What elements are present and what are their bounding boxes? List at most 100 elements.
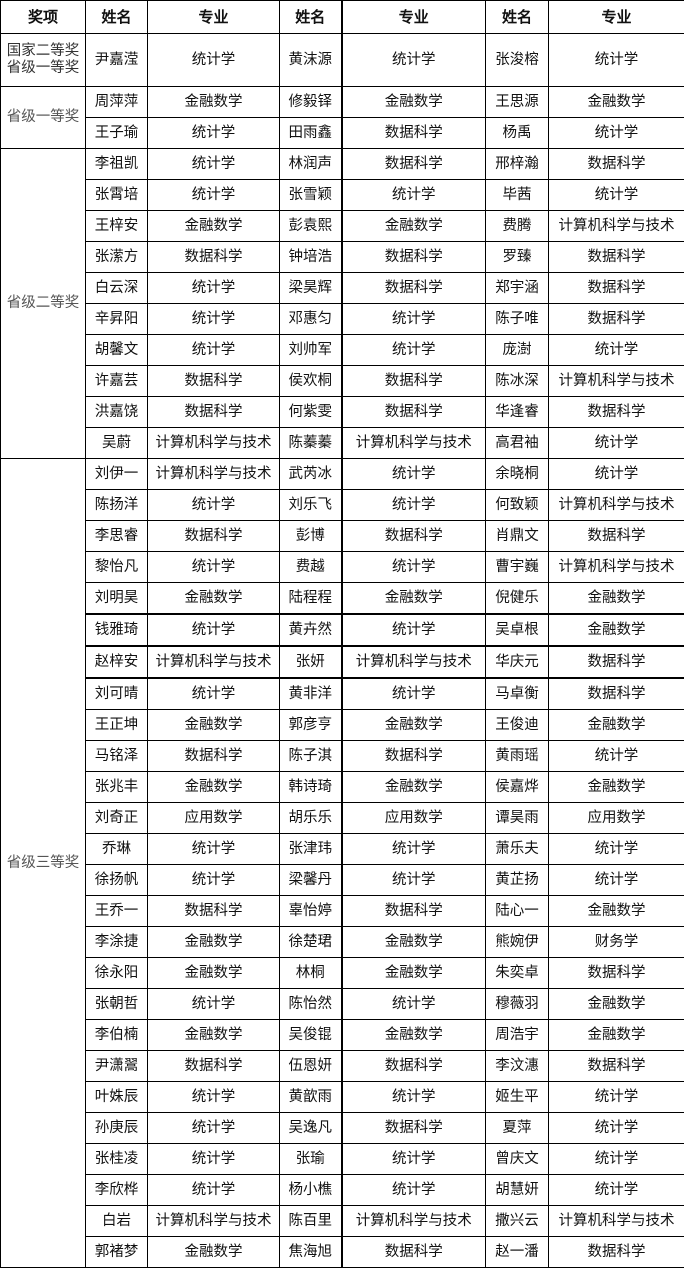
table-row: 吴蔚计算机科学与技术陈蓁蓁计算机科学与技术高君袖统计学: [1, 428, 684, 459]
major-cell: 金融数学: [342, 1020, 486, 1051]
major-cell: 统计学: [342, 678, 486, 710]
student-name-cell: 张朝哲: [86, 989, 148, 1020]
major-cell: 数据科学: [342, 242, 486, 273]
table-row: 叶姝辰统计学黄歆雨统计学姬生平统计学: [1, 1082, 684, 1113]
major-cell: 统计学: [549, 118, 684, 149]
student-name-cell: 肖鼎文: [486, 521, 549, 552]
major-cell: 金融数学: [549, 87, 684, 118]
student-name-cell: 黄卉然: [280, 614, 342, 646]
major-cell: 统计学: [148, 1144, 280, 1175]
student-name-cell: 张霄培: [86, 180, 148, 211]
student-name-cell: 熊婉伊: [486, 927, 549, 958]
student-name-cell: 吴蔚: [86, 428, 148, 459]
student-name-cell: 徐永阳: [86, 958, 148, 989]
student-name-cell: 尹潇翯: [86, 1051, 148, 1082]
major-cell: 数据科学: [342, 273, 486, 304]
student-name-cell: 王正坤: [86, 710, 148, 741]
major-cell: 统计学: [549, 428, 684, 459]
major-cell: 金融数学: [549, 896, 684, 927]
student-name-cell: 陈怡然: [280, 989, 342, 1020]
student-name-cell: 杨禹: [486, 118, 549, 149]
student-name-cell: 吴卓根: [486, 614, 549, 646]
major-cell: 统计学: [342, 989, 486, 1020]
student-name-cell: 辜怡婷: [280, 896, 342, 927]
table-row: 赵梓安计算机科学与技术张妍计算机科学与技术华庆元数据科学: [1, 646, 684, 678]
table-row: 陈扬洋统计学刘乐飞统计学何致颖计算机科学与技术: [1, 490, 684, 521]
student-name-cell: 徐扬帆: [86, 865, 148, 896]
student-name-cell: 黄歆雨: [280, 1082, 342, 1113]
major-cell: 数据科学: [549, 646, 684, 678]
major-cell: 应用数学: [148, 803, 280, 834]
major-cell: 计算机科学与技术: [549, 211, 684, 242]
major-cell: 计算机科学与技术: [549, 1206, 684, 1237]
student-name-cell: 夏萍: [486, 1113, 549, 1144]
major-cell: 金融数学: [342, 772, 486, 803]
major-cell: 数据科学: [549, 521, 684, 552]
major-cell: 数据科学: [549, 304, 684, 335]
student-name-cell: 韩诗琦: [280, 772, 342, 803]
major-cell: 统计学: [549, 741, 684, 772]
student-name-cell: 焦海旭: [280, 1237, 342, 1268]
major-cell: 数据科学: [549, 1051, 684, 1082]
major-cell: 金融数学: [148, 583, 280, 615]
student-name-cell: 高君袖: [486, 428, 549, 459]
table-row: 刘奇正应用数学胡乐乐应用数学谭昊雨应用数学: [1, 803, 684, 834]
table-row: 许嘉芸数据科学侯欢桐数据科学陈冰深计算机科学与技术: [1, 366, 684, 397]
major-cell: 统计学: [549, 865, 684, 896]
student-name-cell: 胡慧妍: [486, 1175, 549, 1206]
table-row: 李伯楠金融数学吴俊锟金融数学周浩宇金融数学: [1, 1020, 684, 1051]
student-name-cell: 余晓桐: [486, 459, 549, 490]
major-cell: 计算机科学与技术: [342, 1206, 486, 1237]
major-cell: 金融数学: [342, 927, 486, 958]
major-cell: 金融数学: [549, 1020, 684, 1051]
student-name-cell: 郑宇涵: [486, 273, 549, 304]
award-level-cell: 省级一等奖: [1, 87, 86, 149]
major-cell: 统计学: [342, 552, 486, 583]
table-row: 张霄培统计学张雪颖统计学毕茜统计学: [1, 180, 684, 211]
student-name-cell: 费越: [280, 552, 342, 583]
student-name-cell: 穆薇羽: [486, 989, 549, 1020]
table-row: 尹潇翯数据科学伍恩妍数据科学李汶潓数据科学: [1, 1051, 684, 1082]
student-name-cell: 李伯楠: [86, 1020, 148, 1051]
student-name-cell: 庞澍: [486, 335, 549, 366]
student-name-cell: 李思睿: [86, 521, 148, 552]
table-row: 王乔一数据科学辜怡婷数据科学陆心一金融数学: [1, 896, 684, 927]
header-award: 奖项: [1, 1, 86, 34]
student-name-cell: 张雪颖: [280, 180, 342, 211]
major-cell: 统计学: [342, 614, 486, 646]
student-name-cell: 刘奇正: [86, 803, 148, 834]
major-cell: 金融数学: [148, 958, 280, 989]
major-cell: 数据科学: [342, 1113, 486, 1144]
student-name-cell: 刘可晴: [86, 678, 148, 710]
header-row: 奖项 姓名 专业 姓名 专业 姓名 专业: [1, 1, 684, 34]
major-cell: 金融数学: [148, 211, 280, 242]
header-name: 姓名: [280, 1, 342, 34]
student-name-cell: 郭彦亨: [280, 710, 342, 741]
table-row: 张兆丰金融数学韩诗琦金融数学侯嘉烨金融数学: [1, 772, 684, 803]
major-cell: 统计学: [148, 614, 280, 646]
major-cell: 金融数学: [148, 1237, 280, 1268]
student-name-cell: 张潆方: [86, 242, 148, 273]
table-row: 白云深统计学梁昊辉数据科学郑宇涵数据科学: [1, 273, 684, 304]
major-cell: 金融数学: [148, 87, 280, 118]
major-cell: 数据科学: [549, 242, 684, 273]
major-cell: 金融数学: [549, 989, 684, 1020]
table-row: 省级二等奖李祖凯统计学林润声数据科学邢梓瀚数据科学: [1, 149, 684, 180]
student-name-cell: 钟培浩: [280, 242, 342, 273]
table-row: 张潆方数据科学钟培浩数据科学罗臻数据科学: [1, 242, 684, 273]
major-cell: 数据科学: [342, 149, 486, 180]
major-cell: 金融数学: [549, 772, 684, 803]
student-name-cell: 钱雅琦: [86, 614, 148, 646]
major-cell: 金融数学: [549, 583, 684, 615]
major-cell: 数据科学: [549, 149, 684, 180]
student-name-cell: 吴逸凡: [280, 1113, 342, 1144]
student-name-cell: 白云深: [86, 273, 148, 304]
table-row: 王子瑜统计学田雨鑫数据科学杨禹统计学: [1, 118, 684, 149]
major-cell: 统计学: [549, 34, 684, 87]
table-row: 徐永阳金融数学林桐金融数学朱奕卓数据科学: [1, 958, 684, 989]
major-cell: 统计学: [148, 865, 280, 896]
major-cell: 金融数学: [342, 211, 486, 242]
student-name-cell: 赵梓安: [86, 646, 148, 678]
header-major: 专业: [148, 1, 280, 34]
major-cell: 金融数学: [549, 710, 684, 741]
